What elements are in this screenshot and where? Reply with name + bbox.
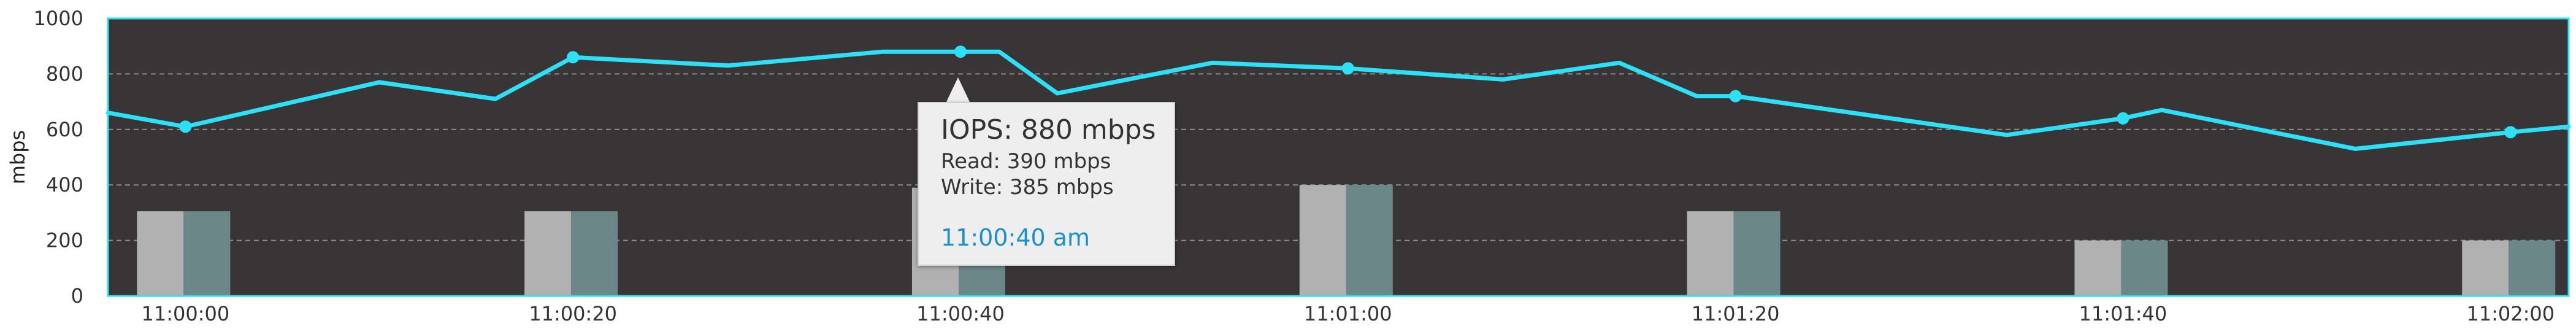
- bar-read: [524, 211, 572, 296]
- bar-read: [1687, 211, 1734, 296]
- x-tick-label: 11:01:00: [1304, 302, 1392, 325]
- x-tick-label: 11:00:40: [916, 302, 1005, 325]
- data-point[interactable]: [179, 120, 192, 133]
- y-tick-label: 400: [46, 173, 83, 196]
- x-axis: 11:00:00 11:00:20 11:00:40 11:01:00 11:01:20…: [142, 302, 2555, 325]
- y-tick-label: 0: [71, 284, 83, 308]
- y-tick-label: 1000: [34, 7, 83, 30]
- y-tick-label: 600: [46, 118, 83, 141]
- y-axis-title: mbps: [6, 130, 29, 184]
- tooltip-time: 11:00:40 am: [941, 224, 1091, 251]
- data-point[interactable]: [2504, 126, 2517, 139]
- bar-write: [2121, 240, 2168, 296]
- x-tick-label: 11:00:00: [142, 302, 230, 325]
- bar-write: [571, 211, 618, 296]
- series-line-group: [105, 49, 2571, 151]
- series-line-iops: [105, 49, 2571, 151]
- x-tick-label: 11:01:20: [1692, 302, 1780, 325]
- y-axis: 0 200 400 600 800 1000: [34, 7, 83, 308]
- bar-write: [2509, 240, 2556, 296]
- bar-write: [183, 211, 231, 296]
- bar-write: [1733, 211, 1781, 296]
- data-point[interactable]: [954, 45, 967, 58]
- y-tick-label: 800: [46, 62, 83, 85]
- x-tick-label: 11:01:40: [2079, 302, 2168, 325]
- x-tick-label: 11:02:00: [2466, 302, 2555, 325]
- data-point[interactable]: [2117, 112, 2129, 125]
- plot-border: [107, 17, 2570, 297]
- x-tick-label: 11:00:20: [529, 302, 617, 325]
- bar-read: [2074, 240, 2122, 296]
- bar-read: [2462, 240, 2509, 296]
- tooltip-read: Read: 390 mbps: [941, 149, 1111, 174]
- bar-write: [1346, 185, 1393, 296]
- tooltip-title: IOPS: 880 mbps: [941, 114, 1156, 146]
- tooltip-pointer: [946, 77, 970, 103]
- tooltip-write: Write: 385 mbps: [941, 175, 1114, 200]
- data-point[interactable]: [567, 51, 580, 64]
- bar-read: [137, 211, 184, 296]
- data-point[interactable]: [1341, 62, 1354, 75]
- tooltip: IOPS: 880 mbps Read: 390 mbps Write: 385…: [918, 102, 1175, 266]
- y-tick-label: 200: [46, 229, 83, 252]
- markers: [179, 45, 2517, 139]
- bar-read: [1299, 185, 1346, 296]
- data-point[interactable]: [1729, 90, 1742, 103]
